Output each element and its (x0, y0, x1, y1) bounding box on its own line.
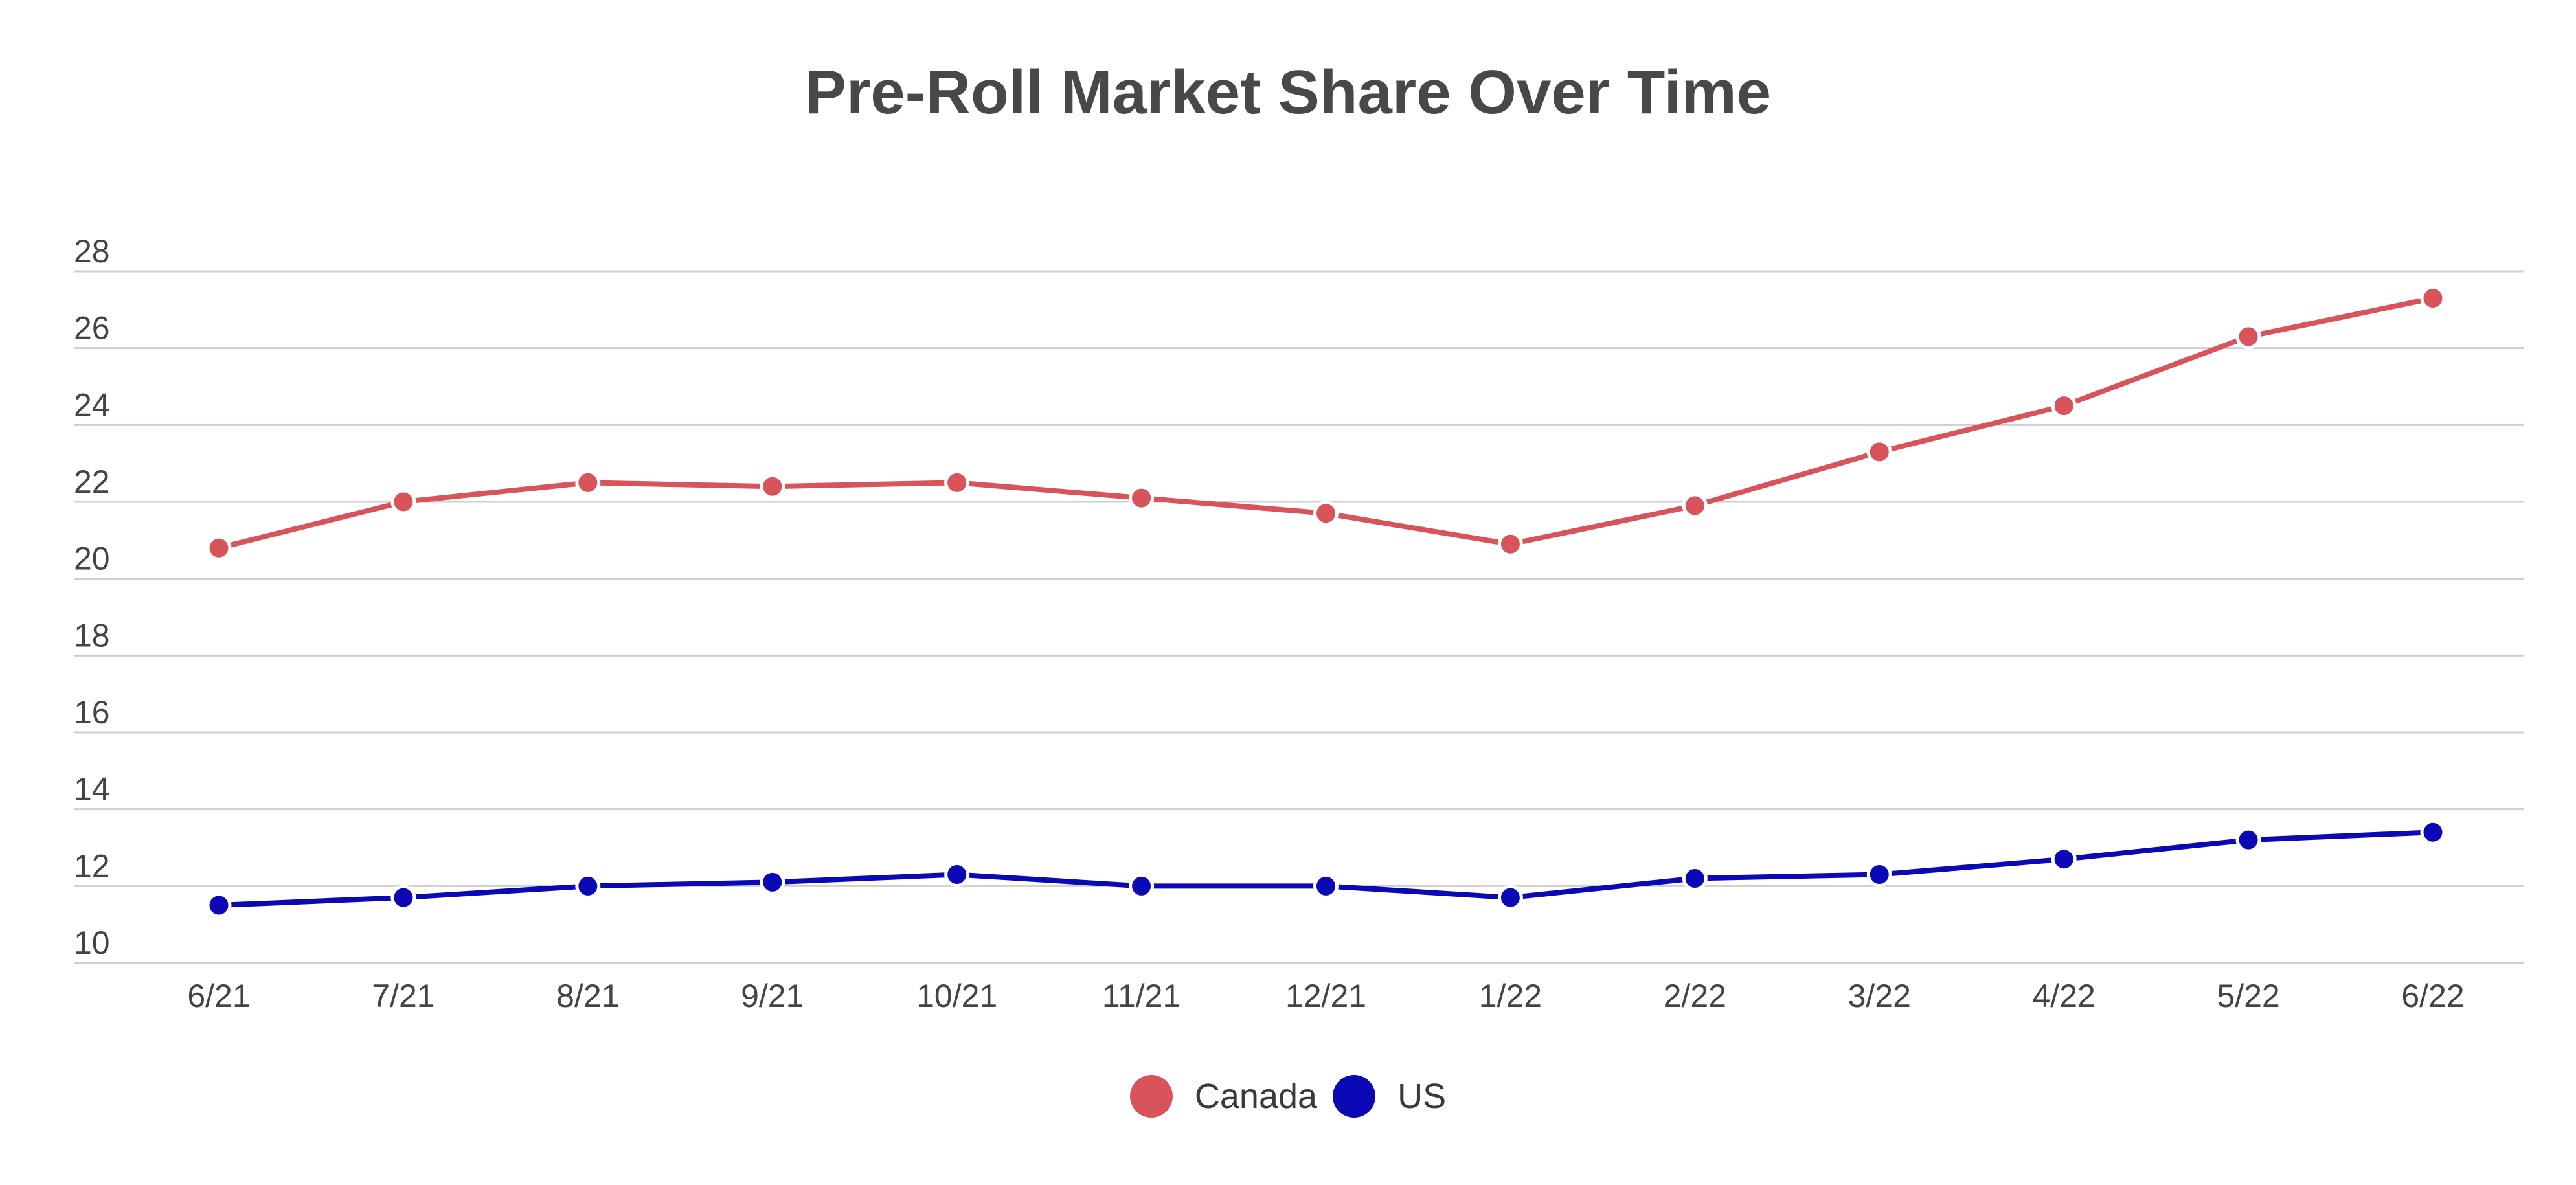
series-us (206, 819, 2446, 918)
data-point-canada[interactable] (1313, 501, 1339, 526)
x-tick-label: 6/22 (2401, 978, 2464, 1014)
x-tick-label: 1/22 (1479, 978, 1542, 1014)
x-tick-label: 8/21 (556, 978, 619, 1014)
x-tick-label: 6/21 (187, 978, 250, 1014)
data-point-us[interactable] (1682, 865, 1708, 891)
data-point-canada[interactable] (944, 469, 970, 495)
y-axis-ticks: 10 12 14 16 18 20 22 24 26 28 (74, 233, 110, 961)
x-tick-label: 4/22 (2033, 978, 2096, 1014)
data-point-canada[interactable] (2420, 286, 2446, 311)
y-tick-label: 12 (74, 848, 110, 884)
x-tick-label: 2/22 (1664, 978, 1726, 1014)
x-tick-label: 10/21 (916, 978, 997, 1014)
data-point-canada[interactable] (390, 489, 416, 515)
data-point-us[interactable] (944, 862, 970, 888)
legend-item-canada[interactable]: Canada (1129, 1075, 1318, 1118)
data-point-us[interactable] (1866, 862, 1892, 888)
x-tick-label: 12/21 (1285, 978, 1366, 1014)
data-point-us[interactable] (1497, 885, 1523, 910)
data-point-us[interactable] (760, 869, 785, 895)
data-point-canada[interactable] (1682, 493, 1708, 519)
data-point-us[interactable] (2420, 819, 2446, 845)
data-point-us[interactable] (1129, 873, 1155, 899)
series-lines (206, 286, 2446, 918)
x-tick-label: 5/22 (2217, 978, 2279, 1014)
x-axis-ticks: 6/21 7/21 8/21 9/21 10/21 11/21 12/21 1/22 2/22 3… (187, 978, 2464, 1014)
y-tick-label: 18 (74, 617, 110, 653)
y-tick-label: 28 (74, 233, 110, 269)
legend-label-canada: Canada (1194, 1077, 1318, 1116)
x-tick-label: 11/21 (1102, 978, 1181, 1014)
data-point-us[interactable] (1313, 873, 1339, 899)
data-point-us[interactable] (2235, 827, 2261, 853)
data-point-canada[interactable] (575, 469, 601, 495)
y-tick-label: 16 (74, 694, 110, 730)
data-point-canada[interactable] (1866, 439, 1892, 465)
data-point-canada[interactable] (760, 473, 785, 499)
x-tick-label: 9/21 (741, 978, 804, 1014)
series-canada (206, 286, 2446, 561)
y-tick-label: 22 (74, 464, 110, 500)
y-tick-label: 26 (74, 310, 110, 346)
data-point-canada[interactable] (206, 535, 232, 561)
x-tick-label: 7/21 (372, 978, 435, 1014)
chart-title: Pre-Roll Market Share Over Time (804, 58, 1772, 127)
legend-item-us[interactable]: US (1333, 1075, 1446, 1118)
y-tick-label: 24 (74, 387, 110, 423)
data-point-canada[interactable] (1497, 531, 1523, 557)
legend: Canada US (0, 1075, 2576, 1118)
data-point-us[interactable] (575, 873, 601, 899)
legend-label-us: US (1397, 1077, 1447, 1116)
legend-swatch-canada (1129, 1075, 1173, 1118)
y-tick-label: 10 (74, 925, 110, 961)
data-point-canada[interactable] (2235, 324, 2261, 350)
y-tick-label: 14 (74, 771, 110, 807)
data-point-canada[interactable] (1129, 485, 1155, 511)
data-point-canada[interactable] (2051, 393, 2077, 419)
y-tick-label: 20 (74, 541, 110, 577)
gridlines (74, 270, 2524, 964)
data-point-us[interactable] (390, 885, 416, 910)
data-point-us[interactable] (2051, 846, 2077, 872)
data-point-us[interactable] (206, 892, 232, 918)
legend-swatch-us (1333, 1075, 1376, 1118)
x-tick-label: 3/22 (1848, 978, 1911, 1014)
